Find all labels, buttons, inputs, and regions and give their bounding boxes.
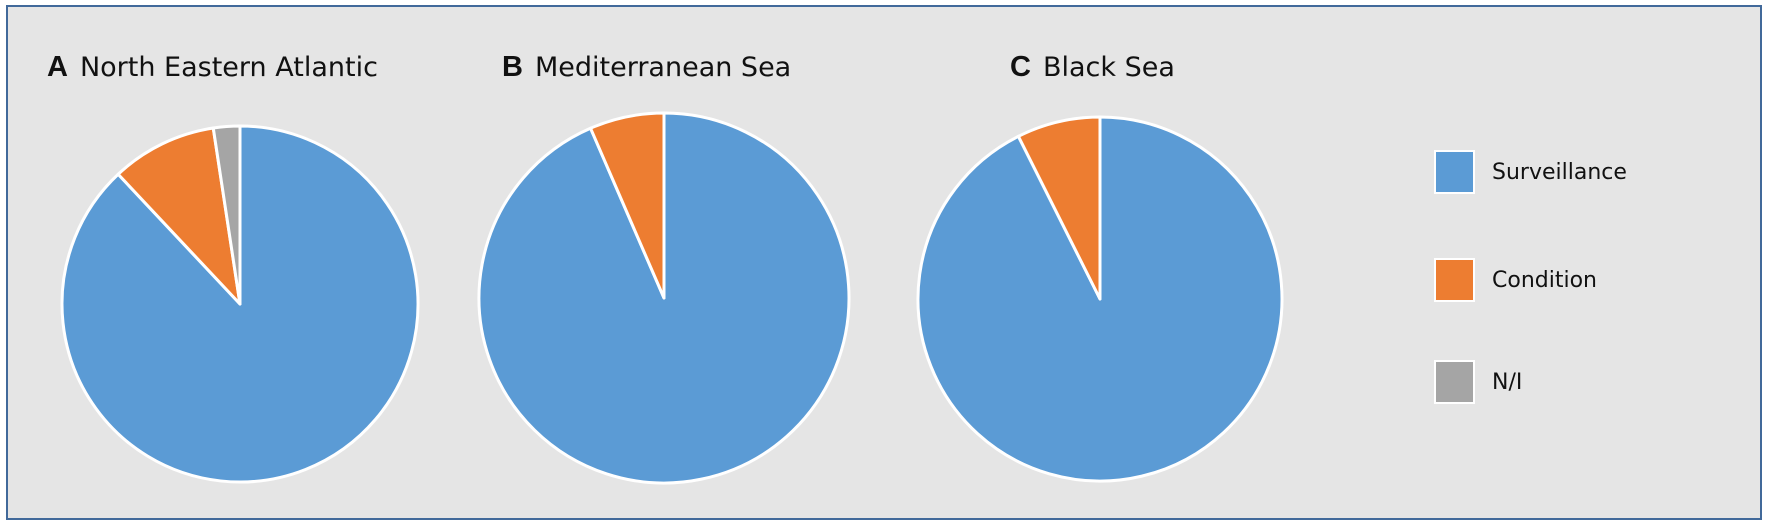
pie-slice-surveillance (60, 124, 420, 484)
pie-chart-b (477, 111, 851, 485)
legend-item-ni: N/I (1434, 360, 1522, 404)
figure-frame: A North Eastern Atlantic B Mediterranean… (6, 5, 1762, 520)
panel-a-name: North Eastern Atlantic (79, 52, 378, 83)
panel-a-letter: A (47, 51, 68, 83)
pie-chart-a (60, 124, 420, 484)
pie-slice-condition (1016, 115, 1102, 301)
legend-label-surveillance: Surveillance (1492, 159, 1627, 185)
panel-a-title: A North Eastern Atlantic (47, 51, 378, 84)
panel-b-title: B Mediterranean Sea (502, 51, 791, 84)
legend-label-condition: Condition (1492, 267, 1597, 293)
pie-chart-c (916, 115, 1284, 483)
legend-item-surveillance: Surveillance (1434, 150, 1627, 194)
panel-c-title: C Black Sea (1010, 51, 1175, 84)
pie-slice-condition (589, 111, 666, 300)
panel-c-name: Black Sea (1042, 52, 1175, 83)
panel-c-letter: C (1010, 51, 1031, 83)
legend-item-condition: Condition (1434, 258, 1597, 302)
legend-swatch-ni (1434, 360, 1475, 404)
legend-swatch-condition (1434, 258, 1475, 302)
legend-label-ni: N/I (1492, 369, 1523, 395)
pie-slice-condition (116, 126, 242, 306)
panel-b-name: Mediterranean Sea (534, 52, 792, 83)
legend-swatch-surveillance (1434, 150, 1475, 194)
panel-b-letter: B (502, 51, 523, 83)
pie-slice-ni (211, 124, 242, 306)
